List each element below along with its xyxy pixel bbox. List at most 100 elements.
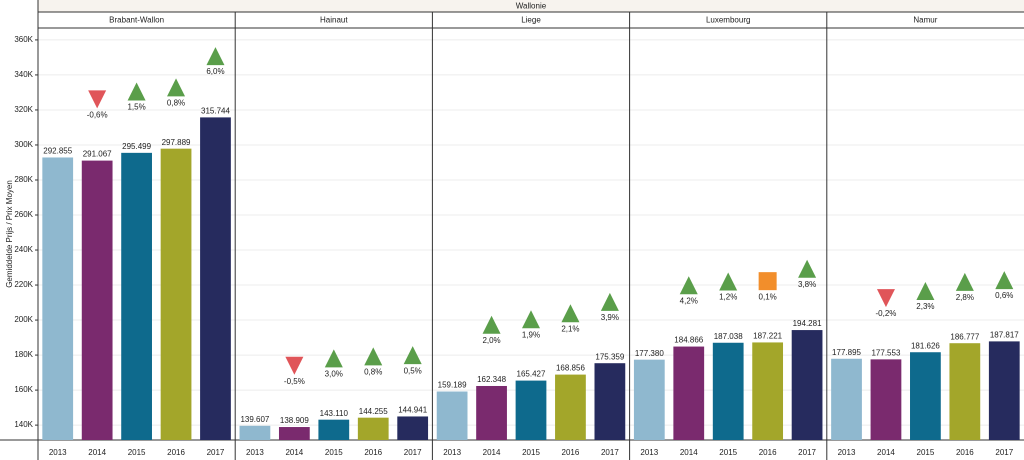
change-marker — [364, 347, 383, 366]
x-tick-label: 2013 — [443, 448, 461, 457]
change-label: 6,0% — [206, 67, 224, 76]
bar — [476, 385, 507, 440]
bar — [200, 117, 231, 440]
change-label: 1,5% — [127, 103, 145, 112]
bar — [633, 359, 665, 440]
bar — [160, 148, 192, 440]
value-label: 194.281 — [793, 319, 822, 328]
bar — [910, 352, 941, 440]
value-label: 139.607 — [240, 415, 269, 424]
y-axis-title: Gemiddelde Prijs / Prix Moyen — [5, 180, 14, 288]
change-marker — [679, 276, 698, 295]
change-marker — [995, 271, 1014, 290]
bar — [121, 152, 152, 441]
x-tick-label: 2015 — [917, 448, 935, 457]
bar — [752, 342, 784, 440]
value-label: 187.817 — [990, 331, 1019, 340]
y-tick-label: 160K — [14, 385, 33, 394]
panel-header-band — [38, 12, 1024, 28]
bar — [278, 427, 310, 440]
value-label: 177.380 — [635, 349, 664, 358]
bar — [870, 359, 902, 440]
change-marker — [482, 315, 501, 334]
y-tick-label: 260K — [14, 210, 33, 219]
bar — [436, 391, 468, 440]
bar — [712, 342, 744, 440]
panel-title: Namur — [913, 16, 937, 25]
value-label: 186.777 — [950, 332, 979, 341]
change-marker — [561, 304, 580, 323]
bar — [357, 417, 389, 440]
value-label: 292.855 — [43, 147, 72, 156]
change-label: 2,8% — [956, 293, 974, 302]
bar — [594, 363, 626, 440]
x-tick-label: 2014 — [680, 448, 698, 457]
change-marker — [324, 349, 343, 368]
y-tick-label: 220K — [14, 280, 33, 289]
change-label: 0,6% — [995, 291, 1013, 300]
change-label: 3,0% — [325, 369, 343, 378]
value-label: 175.359 — [595, 352, 624, 361]
bar — [239, 425, 271, 440]
bar — [555, 374, 586, 440]
change-label: 3,8% — [798, 280, 816, 289]
change-marker — [955, 272, 974, 291]
change-marker — [758, 272, 777, 291]
value-label: 295.499 — [122, 142, 151, 151]
panel-title: Hainaut — [320, 16, 348, 25]
value-label: 184.866 — [674, 336, 703, 345]
y-tick-label: 140K — [14, 420, 33, 429]
value-label: 187.038 — [714, 332, 743, 341]
change-marker — [600, 292, 619, 311]
bar — [949, 343, 981, 440]
y-tick-label: 280K — [14, 175, 33, 184]
x-tick-label: 2017 — [404, 448, 422, 457]
x-tick-label: 2015 — [522, 448, 540, 457]
change-marker — [167, 78, 186, 97]
value-label: 177.553 — [871, 348, 900, 357]
x-tick-label: 2016 — [759, 448, 777, 457]
change-marker — [88, 90, 107, 109]
change-marker — [719, 272, 738, 291]
x-tick-label: 2014 — [88, 448, 106, 457]
change-marker — [285, 356, 304, 375]
change-label: -0,6% — [87, 110, 108, 119]
change-marker — [403, 346, 422, 365]
change-label: -0,5% — [284, 377, 305, 386]
change-marker — [876, 289, 895, 308]
value-label: 144.941 — [398, 406, 427, 415]
change-label: 1,2% — [719, 293, 737, 302]
bar — [42, 157, 74, 440]
x-tick-label: 2013 — [838, 448, 856, 457]
change-label: 2,3% — [916, 302, 934, 311]
x-tick-label: 2015 — [128, 448, 146, 457]
x-tick-label: 2016 — [562, 448, 580, 457]
y-tick-label: 300K — [14, 140, 33, 149]
change-label: 2,1% — [561, 324, 579, 333]
y-tick-label: 180K — [14, 350, 33, 359]
bar — [988, 341, 1020, 440]
x-tick-label: 2014 — [483, 448, 501, 457]
change-marker — [206, 47, 225, 66]
bar — [81, 160, 113, 440]
change-marker — [127, 82, 146, 101]
value-label: 315.744 — [201, 107, 230, 116]
change-label: 3,9% — [601, 313, 619, 322]
y-tick-label: 200K — [14, 315, 33, 324]
x-tick-label: 2017 — [601, 448, 619, 457]
value-label: 143.110 — [320, 409, 349, 418]
value-label: 181.626 — [911, 341, 940, 350]
value-label: 187.221 — [753, 332, 782, 341]
bar — [318, 419, 350, 440]
change-marker — [916, 281, 935, 300]
value-label: 162.348 — [477, 375, 506, 384]
x-tick-label: 2014 — [877, 448, 895, 457]
bar — [673, 346, 705, 440]
value-label: 159.189 — [438, 381, 467, 390]
x-tick-label: 2016 — [364, 448, 382, 457]
x-tick-label: 2014 — [285, 448, 303, 457]
x-tick-label: 2013 — [49, 448, 67, 457]
change-label: 1,9% — [522, 330, 540, 339]
change-label: -0,2% — [876, 309, 897, 318]
